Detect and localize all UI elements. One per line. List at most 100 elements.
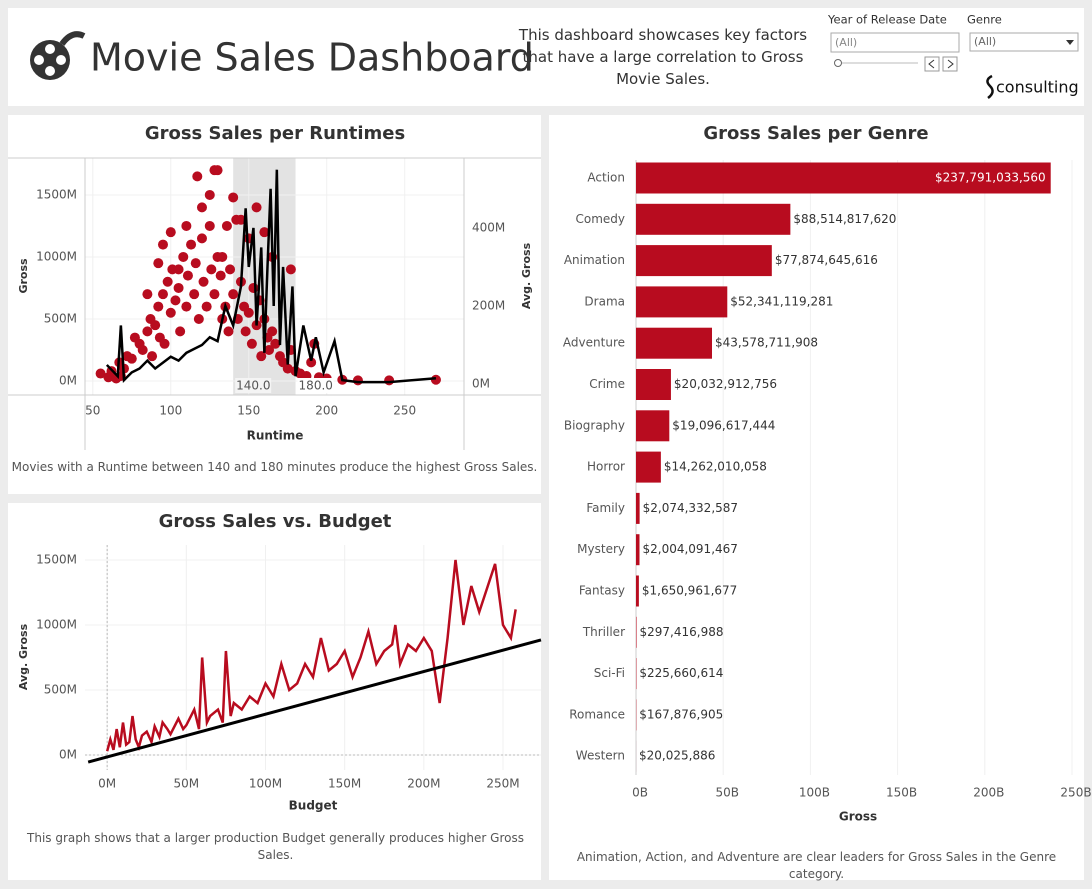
category-label: Crime [589, 377, 625, 391]
value-label: $237,791,033,560 [935, 171, 1046, 185]
avg-line [105, 169, 437, 384]
prev-button[interactable] [924, 56, 940, 72]
value-label: $77,874,645,616 [775, 253, 878, 267]
y-tick-label: 1000M [36, 617, 77, 631]
scatter-point [223, 326, 234, 337]
y-tick-label: 1000M [36, 249, 77, 263]
bar [636, 451, 661, 483]
bar [636, 203, 791, 235]
x-tick-label: 200 [315, 404, 338, 418]
scatter-point [206, 264, 217, 275]
value-label: $2,074,332,587 [643, 501, 738, 515]
value-label: $43,578,711,908 [715, 336, 818, 350]
bar [636, 410, 670, 442]
value-label: $167,876,905 [639, 707, 723, 721]
category-label: Adventure [563, 336, 625, 350]
x-tick-label: 200M [407, 777, 440, 791]
caption-box: This graph shows that a larger productio… [27, 831, 524, 862]
scatter-point [259, 227, 270, 238]
category-label: Romance [569, 707, 625, 721]
caption-box: Movies with a Runtime between 140 and 18… [12, 460, 538, 474]
scatter-point [204, 220, 215, 231]
value-label: $20,032,912,756 [674, 377, 777, 391]
x-tick-label: 100B [799, 786, 830, 800]
avg-gross-line [105, 559, 517, 752]
scatter-point [267, 326, 278, 337]
category-label: Sci-Fi [594, 666, 625, 680]
dropdown-arrow [1066, 40, 1074, 45]
x-axis-label: Gross [839, 810, 877, 824]
next-button[interactable] [942, 56, 958, 72]
value-label: $225,660,614 [639, 666, 723, 680]
scatter-point [190, 258, 201, 269]
scatter-point [181, 220, 192, 231]
scatter-point [285, 264, 296, 275]
header-panel [8, 8, 1084, 106]
category-label: Fantasy [579, 584, 625, 598]
trend-line [87, 638, 542, 764]
y-tick-label: 500M [44, 311, 77, 325]
category-label: Western [576, 749, 625, 763]
category-label: Mystery [577, 542, 625, 556]
category-label: Family [586, 501, 625, 515]
scatter-point [150, 320, 161, 331]
category-label: Comedy [575, 212, 625, 226]
slider-handle[interactable] [834, 59, 842, 67]
scatter-point [212, 165, 223, 176]
scatter-point [165, 307, 176, 318]
scatter-point [178, 251, 189, 262]
value-label: $14,262,010,058 [664, 460, 767, 474]
y2-axis-label: Avg. Gross [520, 242, 533, 309]
scatter-point [157, 289, 168, 300]
y-tick-label: 0M [59, 373, 77, 387]
x-tick-label: 250 [393, 404, 416, 418]
value-label: $88,514,817,620 [793, 212, 896, 226]
scatter-point [209, 289, 220, 300]
filter-input[interactable] [830, 32, 960, 53]
x-tick-label: 100 [159, 404, 182, 418]
category-label: Biography [564, 418, 625, 432]
bar [636, 534, 640, 566]
x-tick-label: 150 [237, 404, 260, 418]
scatter-point [270, 338, 281, 349]
scatter-point [235, 214, 246, 225]
y-tick-label: 500M [44, 683, 77, 697]
y2-tick-label: 0M [472, 377, 490, 391]
scatter-point [228, 192, 239, 203]
scatter-point [384, 375, 395, 386]
y-axis-label: Avg. Gross [17, 623, 30, 690]
y2-tick-label: 400M [472, 220, 505, 234]
x-axis-label: Budget [289, 799, 338, 813]
scatter-point [243, 307, 254, 318]
genre-dropdown[interactable] [969, 32, 1079, 52]
chart-title: Gross Sales per Runtimes [145, 123, 405, 144]
range-label: 180.0 [299, 379, 333, 393]
scatter-point [165, 227, 176, 238]
dashboard-title: Movie Sales Dashboard [90, 36, 534, 80]
scatter-point [147, 351, 158, 362]
filter-label: Genre [967, 13, 1002, 27]
scatter-point [256, 351, 267, 362]
scatter-point [264, 344, 275, 355]
bar [636, 575, 639, 607]
scatter-point [181, 301, 192, 312]
next-arrow [947, 59, 954, 69]
value-label: $19,096,617,444 [672, 418, 775, 432]
film-icon [30, 31, 86, 80]
x-tick-label: 150M [328, 777, 361, 791]
scatter-point [142, 326, 153, 337]
x-tick-label: 200B [973, 786, 1004, 800]
filter-value: (All) [974, 35, 996, 48]
bar [636, 245, 772, 277]
scatter-point [192, 171, 203, 182]
chart-title: Gross Sales vs. Budget [159, 511, 392, 532]
y-axis-label: Gross [17, 258, 30, 294]
caption-box: Animation, Action, and Adventure are cle… [577, 850, 1056, 881]
scatter-point [182, 270, 193, 281]
scatter-point [246, 338, 257, 349]
x-tick-label: 0M [98, 777, 116, 791]
category-label: Thriller [582, 625, 625, 639]
x-tick-label: 250B [1060, 786, 1091, 800]
bar [636, 286, 728, 318]
